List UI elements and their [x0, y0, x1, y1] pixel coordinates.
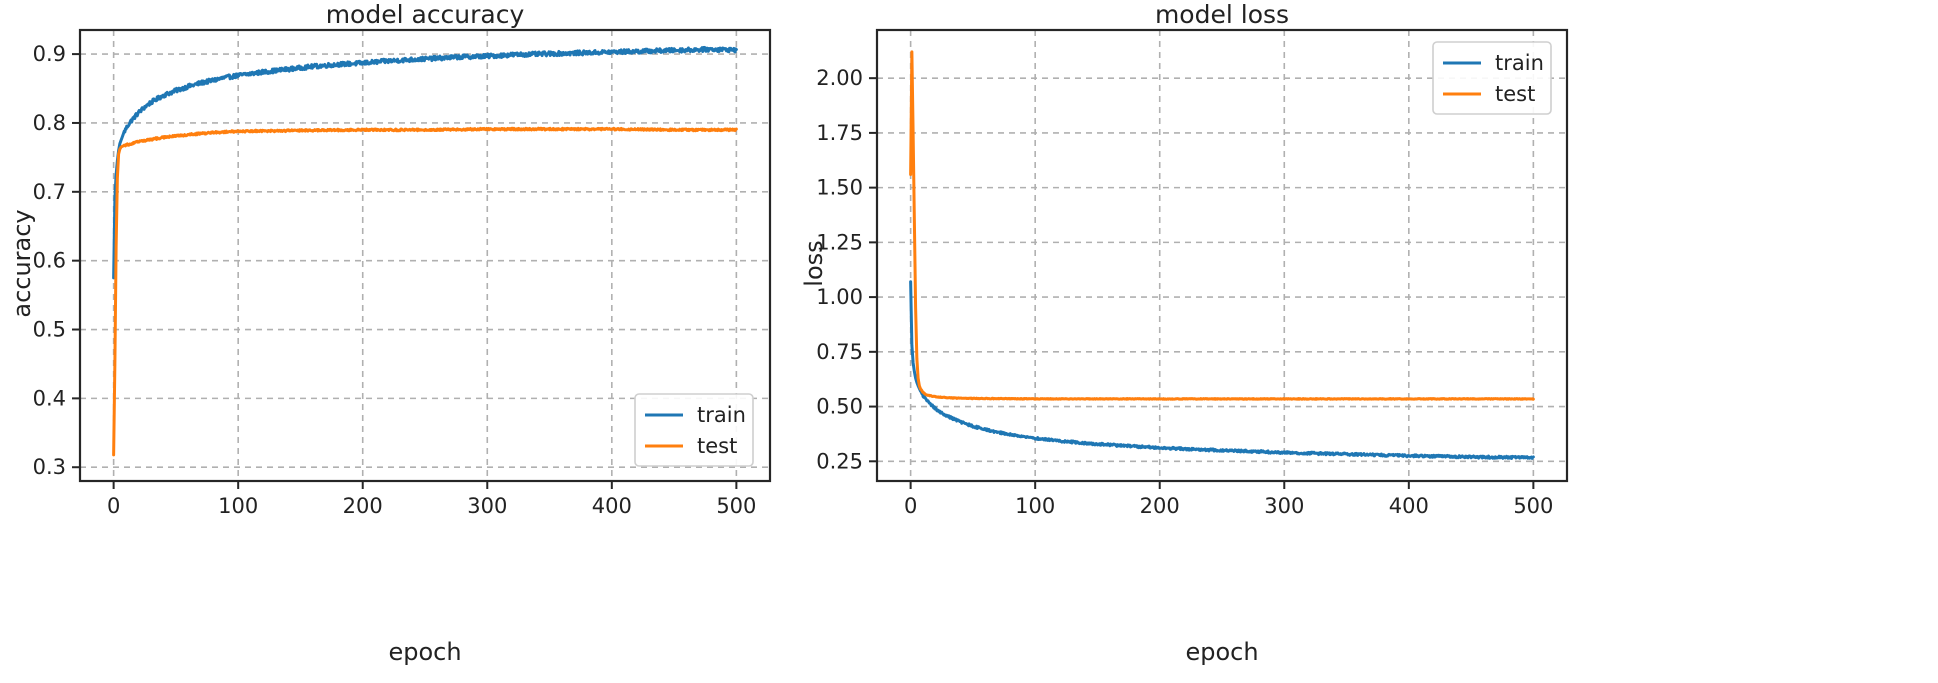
x-axis-label: epoch	[388, 638, 461, 666]
y-tick-label: 0.7	[33, 180, 66, 204]
legend: train test	[634, 393, 754, 467]
plot-frame	[875, 28, 1569, 483]
y-tick-label: 0.25	[816, 449, 863, 473]
y-tick-label: 1.50	[816, 176, 863, 200]
chart-title: model loss	[1155, 0, 1289, 29]
accuracy-chart: 0 100 200 300 400 500 0.3 0.4 0.5 0.6 0.7 0.8 0.9 mod…	[8, 0, 772, 666]
y-axis-label: accuracy	[8, 209, 36, 317]
chart-title: model accuracy	[326, 0, 525, 29]
x-axis-label: epoch	[1185, 638, 1258, 666]
legend-label-test: test	[697, 434, 737, 458]
x-tick-label: 400	[1389, 494, 1429, 518]
loss-chart: 0 100 200 300 400 500 0.25 0.50 0.75 1.00 1.25 1.50…	[800, 0, 1569, 666]
series-line-test	[112, 126, 738, 457]
y-tick-label: 0.3	[33, 455, 66, 479]
x-tick-label: 300	[1264, 494, 1304, 518]
legend-box	[634, 393, 754, 467]
legend: train test	[1432, 41, 1552, 115]
y-tick-label: 0.50	[816, 395, 863, 419]
legend-box	[1432, 41, 1552, 115]
legend-label-train: train	[697, 403, 746, 427]
y-tick-label: 0.9	[33, 42, 66, 66]
y-axis-label: loss	[800, 240, 828, 286]
y-tick-label: 0.4	[33, 386, 66, 410]
y-tick-label: 0.8	[33, 111, 66, 135]
x-tick-label: 100	[218, 494, 258, 518]
x-tick-label: 200	[343, 494, 383, 518]
series-line-test	[909, 50, 1535, 401]
y-tick-label: 1.75	[816, 121, 863, 145]
x-tick-label: 400	[592, 494, 632, 518]
y-tick-label: 0.6	[33, 249, 66, 273]
legend-label-test: test	[1495, 82, 1535, 106]
plot-frame	[78, 28, 772, 483]
x-tick-label: 500	[1513, 494, 1553, 518]
y-tick-label: 0.75	[816, 340, 863, 364]
x-tick-label: 0	[107, 494, 120, 518]
x-tick-label: 100	[1015, 494, 1055, 518]
x-tick-label: 300	[467, 494, 507, 518]
y-tick-label: 1.25	[816, 230, 863, 254]
y-tick-label: 0.5	[33, 318, 66, 342]
y-tick-label: 1.00	[816, 285, 863, 309]
x-tick-label: 500	[716, 494, 756, 518]
x-tick-label: 200	[1140, 494, 1180, 518]
x-tick-label: 0	[904, 494, 917, 518]
y-tick-label: 2.00	[816, 66, 863, 90]
series-line-train	[909, 280, 1535, 460]
series-line-train	[112, 45, 738, 280]
legend-label-train: train	[1495, 51, 1544, 75]
